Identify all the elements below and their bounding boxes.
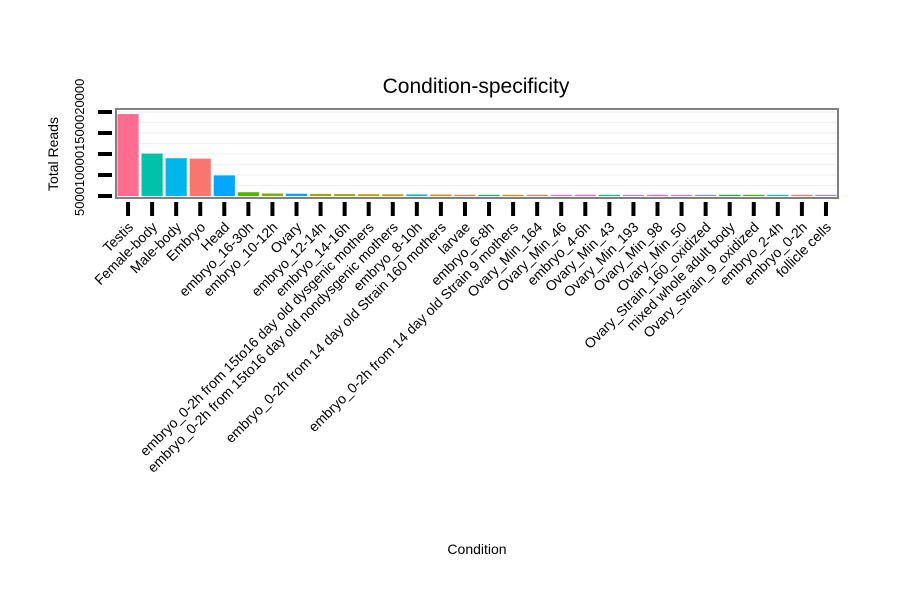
y-axis-ticks xyxy=(98,110,112,198)
bar xyxy=(309,193,332,196)
bar xyxy=(261,193,284,196)
bar xyxy=(646,194,669,196)
y-axis-title: Total Reads xyxy=(45,117,61,191)
bar xyxy=(743,194,765,196)
bar xyxy=(117,114,139,196)
x-tick-label: embryo_0-2h from 15to16 day old nondysge… xyxy=(144,219,401,476)
bar xyxy=(550,194,572,196)
bar xyxy=(670,194,693,196)
bar xyxy=(334,194,356,196)
bar xyxy=(695,194,717,196)
bar xyxy=(358,194,380,196)
bar xyxy=(478,194,500,196)
bar xyxy=(454,194,476,196)
bar xyxy=(815,194,837,196)
bar xyxy=(502,194,524,196)
bar xyxy=(165,158,187,196)
x-axis-ticks xyxy=(126,202,828,216)
y-tick-labels: 5000100001500020000 xyxy=(72,79,87,216)
bar xyxy=(141,153,163,196)
x-axis-title: Condition xyxy=(447,541,506,557)
bars xyxy=(117,114,837,196)
bar xyxy=(189,158,211,196)
plot-panel-border xyxy=(115,108,839,199)
bar xyxy=(526,194,548,196)
bar xyxy=(406,194,428,196)
bar xyxy=(237,192,259,196)
bar xyxy=(767,194,789,196)
grid-lines xyxy=(116,111,838,197)
bar xyxy=(285,193,308,196)
bar xyxy=(598,194,620,196)
bar xyxy=(719,194,741,196)
x-tick-labels: TestisFemale-bodyMale-bodyEmbryoHeadembr… xyxy=(91,219,834,476)
bar xyxy=(213,175,235,196)
bar xyxy=(382,194,404,196)
bar xyxy=(791,194,813,196)
bar xyxy=(622,194,645,196)
chart-title: Condition-specificity xyxy=(383,75,570,98)
bar xyxy=(430,194,452,196)
bar xyxy=(574,194,596,196)
